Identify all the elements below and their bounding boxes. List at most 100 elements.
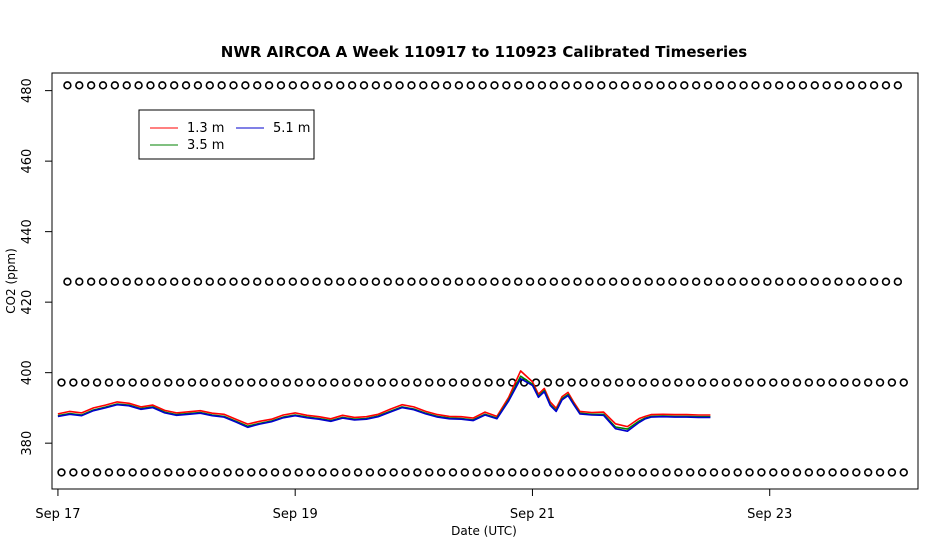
marker-point-row-2 [472, 378, 481, 387]
marker-point-row-0 [525, 81, 535, 90]
marker-point-row-0 [644, 81, 653, 90]
x-tick-label: Sep 23 [747, 507, 792, 522]
marker-point-row-0 [810, 81, 819, 90]
marker-point-row-1 [739, 277, 748, 286]
marker-point-row-3 [662, 468, 671, 477]
marker-point-row-3 [543, 468, 553, 477]
marker-point-row-2 [81, 378, 90, 387]
marker-point-row-3 [757, 468, 766, 477]
marker-point-row-3 [602, 468, 612, 477]
marker-point-row-1 [336, 277, 345, 286]
marker-point-row-1 [98, 277, 108, 286]
marker-point-row-1 [668, 277, 677, 286]
marker-point-row-2 [840, 378, 849, 387]
marker-point-row-1 [691, 277, 701, 286]
marker-point-row-2 [413, 378, 422, 387]
marker-point-row-3 [199, 468, 209, 477]
marker-point-row-3 [330, 468, 339, 477]
marker-point-row-1 [881, 277, 891, 286]
marker-point-row-1 [775, 277, 784, 286]
marker-point-row-3 [235, 468, 244, 477]
marker-point-row-2 [828, 378, 837, 387]
marker-point-row-3 [57, 468, 66, 477]
marker-point-row-3 [377, 468, 386, 477]
y-tick-label: 460 [20, 149, 35, 174]
marker-point-row-0 [430, 81, 440, 90]
marker-point-row-3 [496, 468, 505, 477]
marker-point-row-0 [217, 81, 226, 90]
marker-point-row-2 [175, 378, 185, 387]
marker-point-row-0 [775, 81, 784, 90]
marker-point-row-2 [863, 378, 873, 387]
y-axis: 380 400 420 440 460 480 [20, 78, 52, 456]
marker-point-row-3 [792, 468, 802, 477]
marker-point-row-2 [306, 378, 315, 387]
x-tick-label: Sep 21 [510, 507, 555, 522]
marker-point-row-1 [181, 277, 191, 286]
marker-point-row-3 [721, 468, 731, 477]
marker-point-row-3 [282, 468, 292, 477]
marker-point-row-3 [401, 468, 410, 477]
marker-point-row-2 [852, 378, 861, 387]
marker-point-row-1 [300, 277, 309, 286]
marker-point-row-3 [852, 468, 861, 477]
marker-point-row-2 [235, 378, 244, 387]
marker-point-row-2 [769, 378, 778, 387]
marker-point-row-0 [573, 81, 582, 90]
x-axis: Sep 17 Sep 19 Sep 21 Sep 23 [35, 489, 792, 522]
marker-point-row-2 [496, 378, 505, 387]
marker-point-row-0 [620, 81, 630, 90]
marker-point-row-2 [211, 378, 220, 387]
marker-point-row-0 [763, 81, 772, 90]
marker-point-row-1 [395, 277, 404, 286]
marker-point-row-1 [63, 277, 72, 286]
marker-point-row-3 [247, 468, 256, 477]
legend-label-3-5m: 3.5 m [187, 138, 224, 153]
marker-point-row-0 [798, 81, 808, 90]
marker-point-row-0 [419, 81, 428, 90]
marker-point-row-0 [276, 81, 286, 90]
marker-point-row-0 [134, 81, 143, 90]
marker-point-row-1 [893, 277, 903, 286]
marker-point-row-0 [383, 81, 392, 90]
marker-point-row-2 [816, 378, 825, 387]
legend-label-1-3m: 1.3 m [187, 121, 224, 136]
marker-point-row-2 [780, 378, 790, 387]
marker-point-row-1 [549, 277, 559, 286]
marker-point-row-2 [875, 378, 885, 387]
marker-point-row-3 [508, 468, 517, 477]
marker-point-row-0 [336, 81, 345, 90]
marker-point-row-1 [454, 277, 464, 286]
marker-point-row-0 [300, 81, 309, 90]
marker-point-row-0 [597, 81, 606, 90]
marker-point-row-3 [472, 468, 481, 477]
y-tick-label: 480 [20, 78, 35, 103]
marker-point-row-3 [318, 468, 327, 477]
marker-point-row-0 [703, 81, 713, 90]
marker-point-row-3 [223, 468, 232, 477]
marker-point-row-2 [425, 378, 434, 387]
marker-point-row-2 [721, 378, 731, 387]
marker-point-row-1 [241, 277, 250, 286]
marker-point-row-3 [531, 468, 541, 477]
marker-point-row-2 [140, 378, 149, 387]
marker-point-row-3 [187, 468, 197, 477]
marker-point-row-1 [680, 277, 689, 286]
marker-point-row-0 [75, 81, 84, 90]
marker-point-row-1 [846, 277, 855, 286]
marker-layer [57, 81, 908, 477]
marker-point-row-1 [122, 277, 131, 286]
marker-point-row-1 [525, 277, 535, 286]
marker-point-row-3 [733, 468, 742, 477]
marker-point-row-2 [116, 378, 126, 387]
marker-point-row-2 [650, 378, 659, 387]
marker-point-row-0 [205, 81, 214, 90]
marker-point-row-1 [703, 277, 713, 286]
marker-point-row-1 [205, 277, 214, 286]
marker-point-row-3 [164, 468, 173, 477]
marker-point-row-1 [324, 277, 333, 286]
marker-point-row-2 [389, 378, 398, 387]
marker-point-row-2 [792, 378, 802, 387]
